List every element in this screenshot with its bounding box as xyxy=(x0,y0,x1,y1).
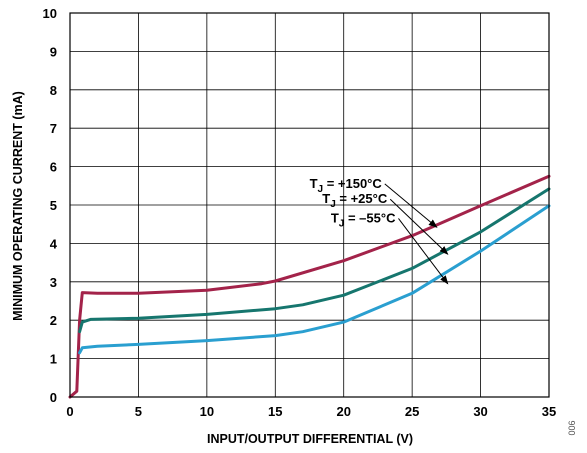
x-tick-label: 5 xyxy=(135,404,142,419)
series-label-subscript: J xyxy=(318,184,324,195)
series-label-subscript: J xyxy=(330,199,336,210)
plot-frame xyxy=(69,12,550,398)
series-line-3 xyxy=(78,204,551,355)
series-label-value: = +150°C xyxy=(323,176,382,191)
series-label-value: = +25°C xyxy=(336,191,388,206)
y-tick-label: 7 xyxy=(50,121,57,136)
y-tick-label: 5 xyxy=(50,198,57,213)
annotation-arrows xyxy=(384,183,449,285)
series-label-symbol: T xyxy=(331,210,339,225)
annotation-arrow xyxy=(384,183,438,228)
y-tick-label: 1 xyxy=(50,352,57,367)
series-label-value: = –55°C xyxy=(344,210,396,225)
x-axis-ticks: 0 5 10 15 20 25 30 35 xyxy=(66,404,556,419)
grid xyxy=(69,12,550,398)
series-lines xyxy=(68,174,551,399)
series-line-1 xyxy=(68,174,551,399)
series-label-3: TJ = –55°C xyxy=(331,210,396,229)
x-tick-label: 15 xyxy=(268,404,282,419)
x-tick-label: 20 xyxy=(336,404,350,419)
annotation-arrow xyxy=(389,198,449,255)
x-tick-label: 25 xyxy=(405,404,419,419)
x-tick-label: 10 xyxy=(200,404,214,419)
y-tick-label: 10 xyxy=(43,6,57,21)
y-tick-label: 2 xyxy=(50,313,57,328)
x-tick-label: 30 xyxy=(473,404,487,419)
x-tick-label: 0 xyxy=(66,404,73,419)
y-tick-label: 6 xyxy=(50,160,57,175)
series-label-symbol: T xyxy=(310,176,318,191)
series-label-subscript: J xyxy=(339,218,345,229)
x-tick-label: 35 xyxy=(542,404,556,419)
y-tick-label: 8 xyxy=(50,83,57,98)
series-label-symbol: T xyxy=(322,191,330,206)
y-axis-title: MINIMUM OPERATING CURRENT (mA) xyxy=(11,91,25,321)
series-labels: TJ = +150°CTJ = +25°CTJ = –55°C xyxy=(310,176,396,230)
figure-id: 006 xyxy=(567,420,577,435)
y-tick-label: 3 xyxy=(50,275,57,290)
series-line-2 xyxy=(78,187,551,334)
y-axis-ticks: 0 1 2 3 4 5 6 7 8 9 10 xyxy=(43,6,58,405)
y-tick-label: 4 xyxy=(50,236,58,251)
y-tick-label: 9 xyxy=(50,44,57,59)
series-label-2: TJ = +25°C xyxy=(322,191,388,210)
annotation-arrow xyxy=(398,218,449,285)
y-tick-label: 0 xyxy=(50,390,57,405)
x-axis-title: INPUT/OUTPUT DIFFERENTIAL (V) xyxy=(207,432,413,446)
series-label-1: TJ = +150°C xyxy=(310,176,383,195)
